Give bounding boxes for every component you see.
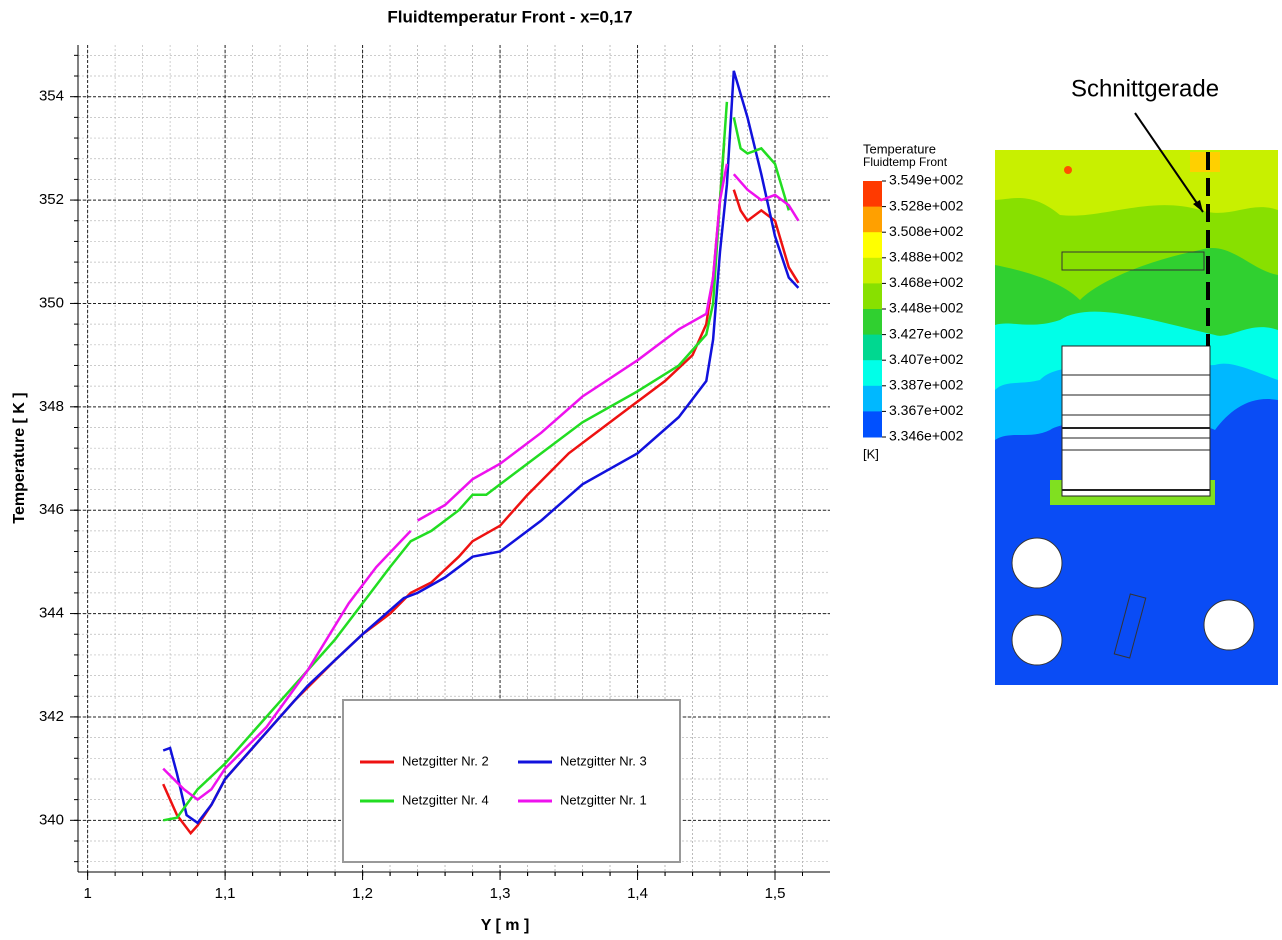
x-tick-label: 1,2 xyxy=(352,885,373,902)
colorbar-band xyxy=(863,335,882,361)
y-tick-label: 340 xyxy=(39,811,64,828)
annotation: Schnittgerade xyxy=(1071,75,1219,102)
chart-title: Fluidtemperatur Front - x=0,17 xyxy=(387,7,632,26)
colorbar-label: 3.427e+002 xyxy=(889,325,964,341)
colorbar-band xyxy=(863,386,882,412)
colorbar-band xyxy=(863,207,882,233)
y-tick-label: 350 xyxy=(39,294,64,311)
y-tick-label: 348 xyxy=(39,398,64,415)
colorbar-unit: [K] xyxy=(863,446,879,461)
contour-image xyxy=(995,113,1278,685)
colorbar-band xyxy=(863,232,882,258)
y-tick-label: 344 xyxy=(39,605,64,622)
hot-spot xyxy=(1190,152,1220,172)
colorbar-band xyxy=(863,283,882,309)
colorbar-band xyxy=(863,181,882,207)
colorbar-band xyxy=(863,309,882,335)
hole xyxy=(1012,615,1062,665)
colorbar-label: 3.407e+002 xyxy=(889,351,964,367)
colorbar-label: 3.448e+002 xyxy=(889,300,964,316)
colorbar-label: 3.468e+002 xyxy=(889,274,964,290)
colorbar-band xyxy=(863,360,882,386)
insert xyxy=(1062,346,1210,496)
y-tick-label: 342 xyxy=(39,708,64,725)
x-tick-label: 1,3 xyxy=(490,885,511,902)
hole xyxy=(1204,600,1254,650)
x-axis-label: Y [ m ] xyxy=(481,917,530,934)
colorbar-subtitle: Fluidtemp Front xyxy=(863,155,948,169)
y-axis-label: Temperature [ K ] xyxy=(11,392,28,523)
colorbar-label: 3.508e+002 xyxy=(889,223,964,239)
colorbar-label: 3.549e+002 xyxy=(889,172,964,188)
legend-label: Netzgitter Nr. 4 xyxy=(402,792,489,807)
legend-box xyxy=(343,700,680,862)
colorbar: 3.549e+002 3.528e+002 3.508e+002 3.488e+002… xyxy=(863,172,964,444)
colorbar-label: 3.528e+002 xyxy=(889,197,964,213)
y-tick-label: 346 xyxy=(39,501,64,518)
x-tick-label: 1 xyxy=(83,885,91,902)
y-tick-label: 352 xyxy=(39,191,64,208)
x-tick-label: 1,4 xyxy=(627,885,648,902)
legend-label: Netzgitter Nr. 1 xyxy=(560,792,647,807)
page: Fluidtemperatur Front - x=0,17 Y [ m ] T… xyxy=(0,0,1282,940)
colorbar-band xyxy=(863,411,882,437)
x-tick-label: 1,1 xyxy=(215,885,236,902)
colorbar-band xyxy=(863,258,882,284)
x-tick-label: 1,5 xyxy=(765,885,786,902)
legend-label: Netzgitter Nr. 3 xyxy=(560,753,647,768)
hot-spot xyxy=(1064,166,1072,174)
colorbar-label: 3.387e+002 xyxy=(889,377,964,393)
colorbar-label: 3.346e+002 xyxy=(889,428,964,444)
hole xyxy=(1012,538,1062,588)
colorbar-label: 3.488e+002 xyxy=(889,249,964,265)
colorbar-label: 3.367e+002 xyxy=(889,402,964,418)
y-tick-label: 354 xyxy=(39,88,64,105)
legend-label: Netzgitter Nr. 2 xyxy=(402,753,489,768)
